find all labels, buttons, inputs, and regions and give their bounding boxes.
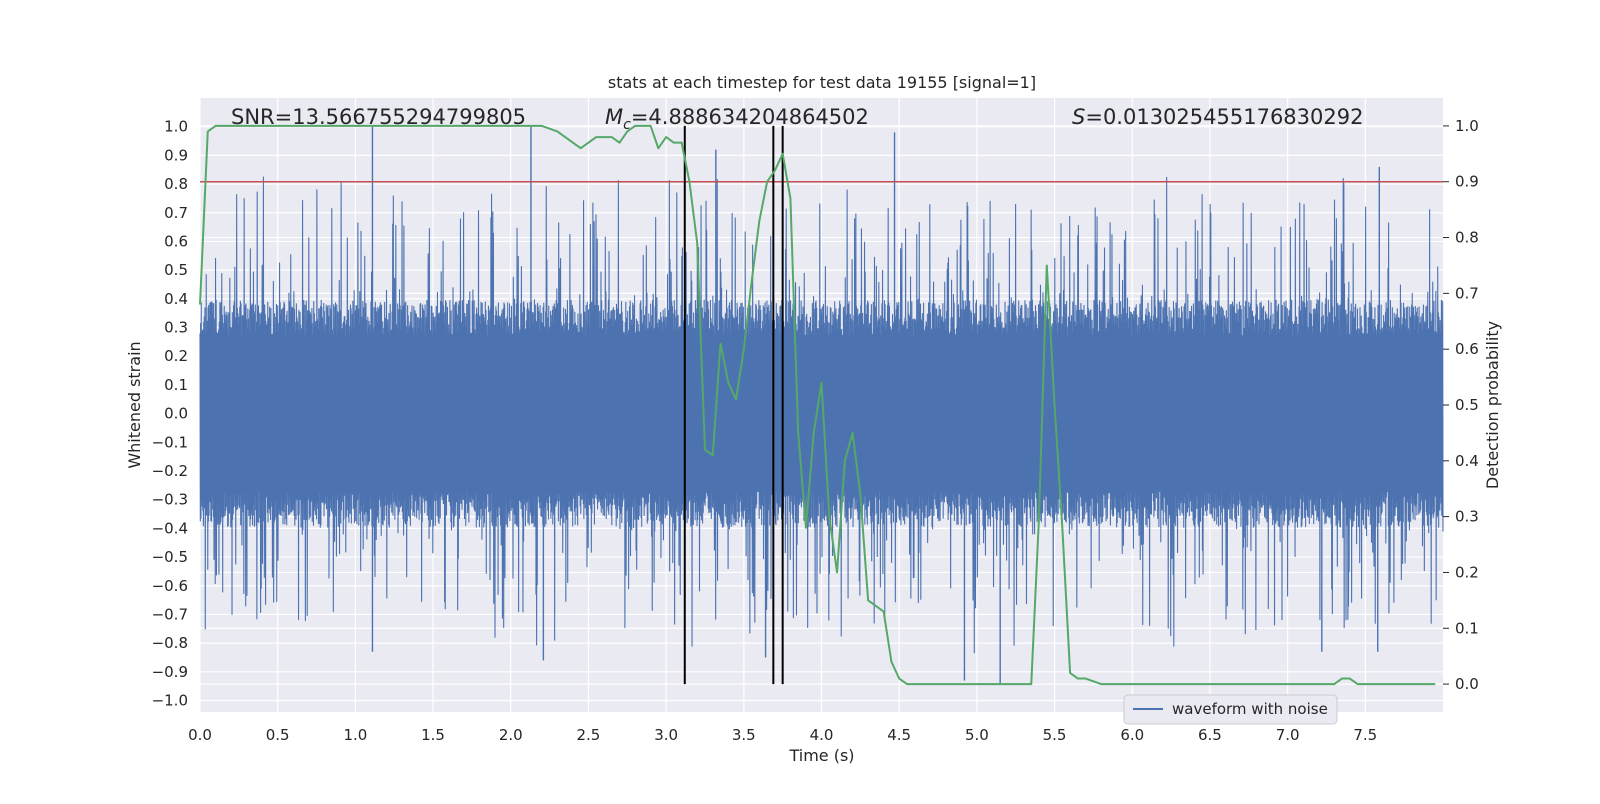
x-tick-label: 6.5 [1198,726,1222,744]
x-tick-label: 0.0 [188,726,212,744]
s-value: =0.013025455176830292 [1085,105,1363,129]
x-tick-label: 6.0 [1120,726,1144,744]
y-left-tick-label: 0.5 [164,261,188,279]
x-tick-label: 5.0 [965,726,989,744]
s-annotation: S=0.013025455176830292 [1072,105,1363,129]
x-tick-label: 0.5 [266,726,290,744]
x-tick-label: 3.0 [654,726,678,744]
snr-annotation: SNR=13.566755294799805 [231,105,526,129]
y-right-tick-label: 0.3 [1455,508,1479,526]
y-right-tick-label: 0.0 [1455,675,1479,693]
chart-title: stats at each timestep for test data 191… [608,73,1036,92]
y-right-tick-label: 0.8 [1455,229,1479,247]
x-tick-label: 3.5 [732,726,756,744]
y-right-tick-label: 0.9 [1455,173,1479,191]
y-left-tick-label: −0.4 [152,519,188,537]
y-left-tick-label: −0.7 [152,605,188,623]
s-symbol: S [1072,105,1085,129]
ticks: 0.0 0.5 1.0 1.5 2.0 2.5 3.0 3.5 4.0 4.5 5.0 5.5 6.0 6… [152,117,1479,744]
x-axis-label: Time (s) [788,746,854,765]
y-left-tick-label: −0.5 [152,548,188,566]
mc-subscript: c [623,117,631,133]
y-right-tick-label: 0.6 [1455,340,1479,358]
y-left-tick-label: 0.7 [164,204,188,222]
detection-probability-line [199,124,1436,686]
x-tick-label: 7.0 [1276,726,1300,744]
y-left-tick-label: 0.2 [164,347,188,365]
y-left-tick-label: 0.1 [164,376,188,394]
y-left-tick-label: 0.6 [164,232,188,250]
y-right-tick-label: 0.5 [1455,396,1479,414]
y-axis-right-label: Detection probability [1483,321,1502,489]
x-tick-label: 1.5 [421,726,445,744]
waveform-line [199,176,1444,654]
x-tick-label: 2.0 [499,726,523,744]
y-left-tick-label: 0.8 [164,175,188,193]
y-left-tick-label: −0.9 [152,663,188,681]
y-axis-left-label: Whitened strain [125,341,144,468]
mc-symbol: M [605,105,623,129]
legend-label: waveform with noise [1172,700,1328,718]
y-left-tick-label: 1.0 [164,118,188,136]
legend-box [1123,694,1338,725]
y-left-tick-label: −0.2 [152,462,188,480]
x-tick-label: 4.0 [810,726,834,744]
x-tick-label: 2.5 [577,726,601,744]
y-right-tick-label: 0.4 [1455,452,1479,470]
y-left-tick-label: 0.3 [164,319,188,337]
x-tick-label: 5.5 [1043,726,1067,744]
y-right-tick-label: 0.2 [1455,563,1479,581]
y-right-tick-label: 0.7 [1455,284,1479,302]
y-right-tick-label: 1.0 [1455,117,1479,135]
mc-value: =4.888634204864502 [631,105,869,129]
chirp-mass-annotation: Mc=4.888634204864502 [605,105,869,133]
legend: waveform with noise [1123,694,1338,725]
y-left-tick-label: −0.8 [152,634,188,652]
y-left-tick-label: 0.4 [164,290,188,308]
x-tick-label: 4.5 [887,726,911,744]
y-right-tick-label: 0.1 [1455,619,1479,637]
y-left-tick-label: 0.0 [164,405,188,423]
y-left-tick-label: −0.1 [152,433,188,451]
y-left-tick-label: −0.3 [152,491,188,509]
waveform-series [199,126,1444,684]
y-left-tick-label: 0.9 [164,146,188,164]
overlays [199,124,1443,686]
x-tick-label: 7.5 [1353,726,1377,744]
x-tick-label: 1.0 [343,726,367,744]
y-left-tick-label: −1.0 [152,692,188,710]
y-left-tick-label: −0.6 [152,577,188,595]
